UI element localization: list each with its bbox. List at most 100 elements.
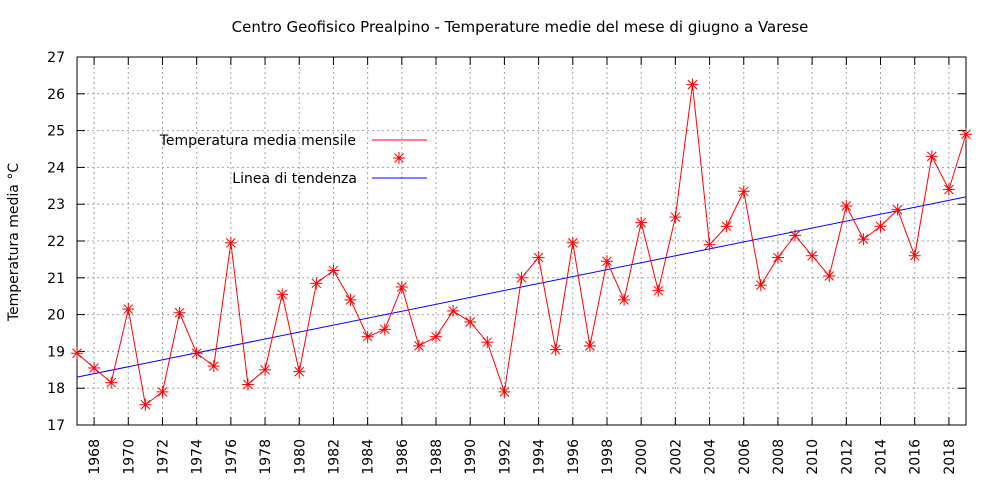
- data-point-marker: [207, 360, 220, 373]
- data-point-marker: [241, 378, 254, 391]
- y-tick-label: 26: [47, 87, 65, 103]
- x-tick-label: 2016: [908, 439, 924, 475]
- axes: 17 18 19 20 21 22 23 24 25 26 27 1968 1970 1972 1974 19…: [47, 50, 967, 475]
- data-point-marker: [412, 339, 425, 352]
- chart-title: Centro Geofisico Prealpino - Temperature…: [232, 18, 809, 36]
- data-point-marker: [600, 255, 613, 268]
- x-tick-label: 1970: [121, 439, 137, 475]
- data-point-marker: [224, 236, 237, 249]
- data-point-marker: [481, 336, 494, 349]
- trend-line: [76, 196, 967, 378]
- x-tick-label: 2000: [634, 439, 650, 475]
- data-point-marker: [720, 220, 733, 233]
- legend-marker-temperature: [393, 152, 405, 164]
- x-tick-label: 2014: [874, 439, 890, 475]
- data-point-marker: [532, 251, 545, 264]
- data-point-marker: [259, 363, 272, 376]
- temperature-series-group: [71, 78, 972, 411]
- x-tick-label: 1982: [326, 439, 342, 475]
- legend-label-temperature: Temperatura media mensile: [159, 133, 356, 149]
- data-point-marker: [703, 238, 716, 251]
- y-tick-label: 20: [47, 308, 65, 324]
- data-point-marker: [669, 211, 682, 224]
- data-point-marker: [583, 339, 596, 352]
- x-tick-label: 1984: [361, 439, 377, 475]
- x-tick-label: 1968: [87, 439, 103, 475]
- data-point-marker: [874, 220, 887, 233]
- data-point-marker: [498, 385, 511, 398]
- x-tick-label: 2004: [703, 439, 719, 475]
- x-tick-label: 1974: [190, 439, 206, 475]
- data-point-marker: [344, 293, 357, 306]
- data-point-marker: [156, 385, 169, 398]
- x-tick-label: 1978: [258, 439, 274, 475]
- x-tick-label: 2012: [839, 439, 855, 475]
- data-point-marker: [88, 361, 101, 374]
- x-tick-label: 1996: [566, 439, 582, 475]
- x-tick-label: 2002: [668, 439, 684, 475]
- data-point-marker: [652, 284, 665, 297]
- data-point-marker: [327, 264, 340, 277]
- data-point-marker: [806, 249, 819, 262]
- y-tick-label: 27: [47, 50, 65, 66]
- data-point-marker: [310, 277, 323, 290]
- x-tick-label: 1980: [292, 439, 308, 475]
- data-point-marker: [276, 288, 289, 301]
- data-point-marker: [857, 233, 870, 246]
- data-point-marker: [771, 251, 784, 264]
- data-point-marker: [293, 365, 306, 378]
- data-point-marker: [515, 271, 528, 284]
- data-point-marker: [378, 323, 391, 336]
- x-tick-label: 1976: [224, 439, 240, 475]
- data-point-marker: [566, 236, 579, 249]
- x-tick-label: 2018: [942, 439, 958, 475]
- data-point-marker: [618, 293, 631, 306]
- x-tick-label: 1998: [600, 439, 616, 475]
- y-tick-label: 23: [47, 197, 65, 213]
- x-tick-label: 1990: [463, 439, 479, 475]
- y-tick-label: 24: [47, 160, 65, 176]
- data-point-marker: [635, 216, 648, 229]
- trend-line-group: [76, 196, 967, 378]
- grid-lines: [77, 57, 966, 425]
- data-point-marker: [549, 343, 562, 356]
- data-point-marker: [840, 200, 853, 213]
- x-tick-label: 1972: [155, 439, 171, 475]
- data-point-marker: [908, 249, 921, 262]
- y-tick-label: 21: [47, 271, 65, 287]
- data-point-marker: [754, 279, 767, 292]
- legend: Temperatura media mensile Linea di tenden…: [159, 133, 427, 187]
- data-point-marker: [122, 303, 135, 316]
- y-tick-label: 25: [47, 124, 65, 140]
- y-tick-label: 17: [47, 418, 65, 434]
- x-tick-label: 1992: [497, 439, 513, 475]
- data-point-marker: [105, 376, 118, 389]
- data-point-marker: [430, 330, 443, 343]
- y-tick-label: 22: [47, 234, 65, 250]
- x-tick-label: 2008: [771, 439, 787, 475]
- data-point-marker: [71, 347, 83, 360]
- data-point-marker: [891, 203, 904, 216]
- x-tick-label: 2006: [737, 439, 753, 475]
- plot-border: [76, 56, 967, 426]
- data-point-marker: [925, 150, 938, 163]
- y-tick-label: 19: [47, 344, 65, 360]
- data-point-marker: [361, 330, 374, 343]
- data-point-marker: [960, 128, 972, 141]
- data-point-marker: [789, 229, 802, 242]
- data-point-marker: [823, 269, 836, 282]
- data-point-marker: [173, 306, 186, 319]
- data-point-marker: [737, 185, 750, 198]
- data-point-marker: [686, 78, 699, 91]
- x-tick-label: 1988: [429, 439, 445, 475]
- y-axis-label: Temperatura media °C: [6, 163, 22, 322]
- x-tick-label: 1986: [395, 439, 411, 475]
- data-point-marker: [190, 347, 203, 360]
- data-point-marker: [395, 281, 408, 293]
- x-tick-label: 1994: [532, 439, 548, 475]
- y-tick-label: 18: [47, 381, 65, 397]
- data-point-marker: [447, 304, 460, 317]
- data-point-marker: [942, 183, 955, 196]
- data-point-marker: [464, 315, 477, 328]
